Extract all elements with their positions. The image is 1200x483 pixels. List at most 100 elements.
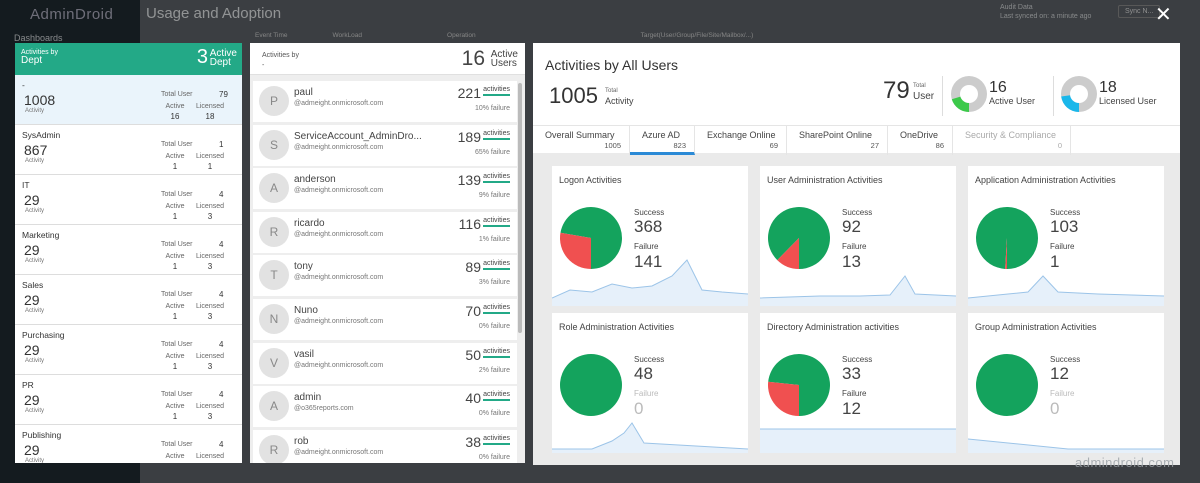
- avatar: T: [259, 260, 289, 291]
- success-failure-pie: [975, 207, 1038, 269]
- active-label: Active: [165, 303, 185, 310]
- active-value: 1: [160, 462, 190, 463]
- sync-button[interactable]: Sync N...: [1118, 5, 1161, 18]
- licensed-label: Licensed: [195, 253, 225, 260]
- dept-activity-value: 29: [24, 242, 40, 258]
- user-row[interactable]: S ServiceAccount_AdminDro... @admeight.onm…: [253, 124, 517, 166]
- tab-value: 1005: [604, 141, 621, 150]
- active-value: 1: [172, 162, 178, 171]
- tab-exchange-online[interactable]: Exchange Online 69: [695, 126, 787, 155]
- total-user-label: Total User: [161, 391, 193, 398]
- pie-slice-failure: [560, 232, 591, 269]
- active-dept-l2: Dept: [209, 57, 231, 68]
- activity-card[interactable]: User Administration Activities Success 92 F…: [760, 166, 956, 306]
- user-email: @admeight.onmicrosoft.com: [294, 317, 384, 325]
- pie-slice-success: [975, 207, 1038, 269]
- dept-row[interactable]: Marketing 29 Activity Total User 4 Active Lice…: [15, 225, 242, 275]
- dept-row[interactable]: - 1008 Activity Total User 79 Active Licensed 1…: [15, 75, 242, 125]
- nav-dashboards[interactable]: Dashboards: [14, 33, 63, 43]
- licensed-value: 3: [207, 312, 213, 321]
- dept-row[interactable]: SysAdmin 867 Activity Total User 1 Active Lice…: [15, 125, 242, 175]
- user-list-scrollbar[interactable]: [518, 83, 522, 333]
- total-user-value: 1: [219, 140, 224, 149]
- user-failure-rate: 10% failure: [474, 105, 510, 112]
- workload-tabs: Overall Summary 1005 Azure AD 823 Exchange O…: [533, 125, 1180, 155]
- tab-azure-ad[interactable]: Azure AD 823: [630, 126, 695, 155]
- dept-row[interactable]: PR 29 Activity Total User 4 Active Licensed 1 3: [15, 375, 242, 425]
- user-activity-count: 189: [457, 128, 481, 145]
- pie-slice-failure: [1005, 238, 1007, 269]
- failure-value: 0: [1050, 399, 1060, 418]
- user-name: vasil: [294, 348, 315, 360]
- total-user-label: User: [913, 91, 935, 102]
- avatar: A: [259, 391, 289, 422]
- activity-label: Activity: [25, 458, 45, 463]
- activities-label: activities: [483, 391, 510, 402]
- tab-label: Overall Summary: [545, 130, 615, 140]
- activity-card[interactable]: Directory Administration activities Succe…: [760, 313, 956, 453]
- tab-label: Azure AD: [642, 130, 681, 140]
- tab-value: 86: [935, 141, 944, 150]
- audit-synced: Last synced on: a minute ago: [1000, 13, 1092, 20]
- dept-name: -: [22, 80, 25, 90]
- tab-security-compliance[interactable]: Security & Compliance 0: [953, 126, 1071, 155]
- activity-card[interactable]: Application Administration Activities Suc…: [968, 166, 1164, 306]
- active-label: Active: [165, 103, 185, 110]
- dept-row[interactable]: Purchasing 29 Activity Total User 4 Active Lic…: [15, 325, 242, 375]
- close-icon[interactable]: ✕: [1155, 4, 1172, 26]
- activity-card[interactable]: Group Administration Activities Success 12…: [968, 313, 1164, 453]
- audit-label: Audit Data: [1000, 4, 1033, 11]
- activities-label: activities: [483, 217, 510, 227]
- dept-activity-value: 1008: [24, 92, 56, 108]
- total-user-value: 4: [219, 290, 224, 299]
- avatar: R: [259, 216, 289, 247]
- user-row[interactable]: N Nuno @admeight.onmicrosoft.com 70 activiti…: [253, 298, 517, 340]
- active-user-count: 16: [461, 47, 485, 70]
- user-activity-count: 221: [457, 85, 481, 101]
- failure-label: Failure: [842, 389, 867, 398]
- tab-overall-summary[interactable]: Overall Summary 1005: [533, 126, 630, 155]
- dept-activity-value: 29: [24, 292, 40, 308]
- col-operation: Operation: [447, 32, 476, 39]
- activity-card[interactable]: Role Administration Activities Success 48 F…: [552, 313, 748, 453]
- total-user-value: 4: [219, 440, 224, 449]
- failure-label: Failure: [634, 389, 659, 398]
- avatar: R: [259, 434, 289, 463]
- tab-sharepoint-online[interactable]: SharePoint Online 27: [787, 126, 888, 155]
- user-failure-rate: 2% failure: [478, 366, 510, 374]
- dept-row[interactable]: IT 29 Activity Total User 4 Active Licensed 1 3: [15, 175, 242, 225]
- activities-label: activities: [483, 130, 510, 140]
- user-activity-count: 89: [465, 259, 481, 276]
- avatar: A: [259, 173, 289, 204]
- activity-card[interactable]: Logon Activities Success 368 Failure 141: [552, 166, 748, 306]
- card-title: Directory Administration activities: [767, 322, 900, 332]
- tab-onedrive[interactable]: OneDrive 86: [888, 126, 953, 155]
- success-failure-pie: [768, 207, 830, 269]
- failure-label: Failure: [634, 242, 659, 251]
- pie-slice-failure: [768, 381, 799, 416]
- dept-row[interactable]: Sales 29 Activity Total User 4 Active Licensed…: [15, 275, 242, 325]
- active-value: 1: [172, 212, 178, 221]
- dept-name: Sales: [22, 280, 44, 290]
- summary-title: Activities by All Users: [545, 57, 679, 73]
- total-user-label: Total User: [161, 191, 193, 198]
- success-failure-pie: [976, 354, 1038, 416]
- avatar: N: [259, 303, 289, 334]
- dept-row[interactable]: Publishing 29 Activity Total User 4 Active Lic…: [15, 425, 242, 463]
- licensed-label: Licensed: [195, 203, 225, 210]
- active-label: Active: [165, 403, 185, 410]
- card-title: Application Administration Activities: [975, 175, 1116, 185]
- pie-slice-success: [768, 354, 830, 416]
- failure-value: 13: [842, 252, 861, 271]
- trend-sparkline: [968, 438, 1164, 453]
- tab-label: Exchange Online: [707, 130, 776, 140]
